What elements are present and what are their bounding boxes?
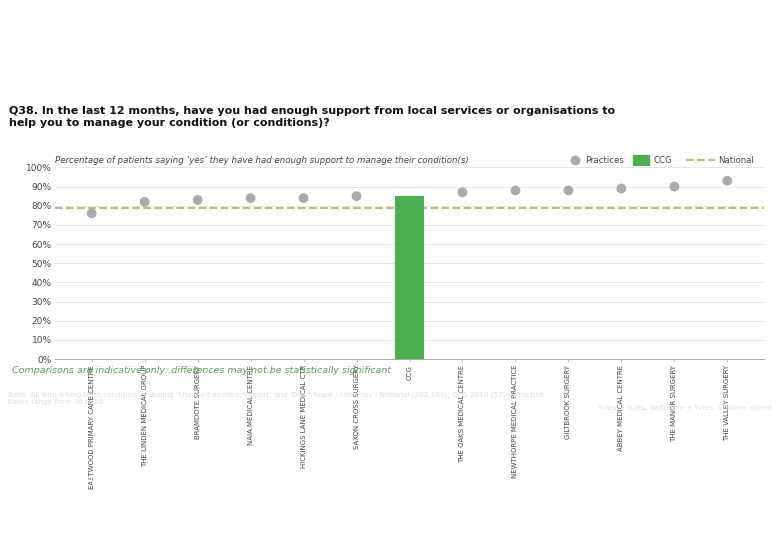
Point	[297, 194, 310, 202]
Text: © Ipsos MORI    18-042659-01 | Version 1 | Public: © Ipsos MORI 18-042659-01 | Version 1 | …	[9, 510, 188, 518]
Point	[668, 183, 681, 191]
Point	[721, 177, 733, 185]
Text: Support with managing long-term health conditions:: Support with managing long-term health c…	[9, 22, 567, 41]
Text: CCG: CCG	[653, 156, 672, 165]
Text: %Yes = %Yes, definitely + %Yes, to some extent: %Yes = %Yes, definitely + %Yes, to some …	[598, 405, 772, 411]
Text: 37: 37	[381, 480, 399, 495]
Text: Practices: Practices	[586, 156, 625, 165]
Point	[138, 198, 151, 206]
Text: Comparisons are indicative only: differences may not be statistically significan: Comparisons are indicative only: differe…	[12, 366, 391, 375]
Point	[509, 186, 522, 195]
Point	[562, 186, 575, 195]
Text: Ipsos MORI: Ipsos MORI	[9, 447, 75, 457]
Text: ipsos: ipsos	[711, 497, 739, 507]
Text: Social Research Institute: Social Research Institute	[9, 475, 113, 484]
Point	[456, 188, 469, 197]
Point	[244, 194, 257, 202]
Text: National: National	[718, 156, 754, 165]
Text: Percentage of patients saying ‘yes’ they have had enough support to manage their: Percentage of patients saying ‘yes’ they…	[55, 156, 468, 165]
Text: Q38. In the last 12 months, have you had enough support from local services or o: Q38. In the last 12 months, have you had…	[9, 106, 615, 128]
Text: Base: All with a long-term condition excluding ‘I haven’t needed support’ and ‘D: Base: All with a long-term condition exc…	[8, 392, 544, 405]
Bar	[633, 155, 650, 166]
Text: how the CCG’s practices compare: how the CCG’s practices compare	[9, 60, 363, 79]
Bar	[395, 196, 424, 359]
Point	[350, 192, 363, 200]
Point	[86, 209, 98, 218]
Point	[615, 184, 628, 193]
Point	[191, 195, 204, 204]
